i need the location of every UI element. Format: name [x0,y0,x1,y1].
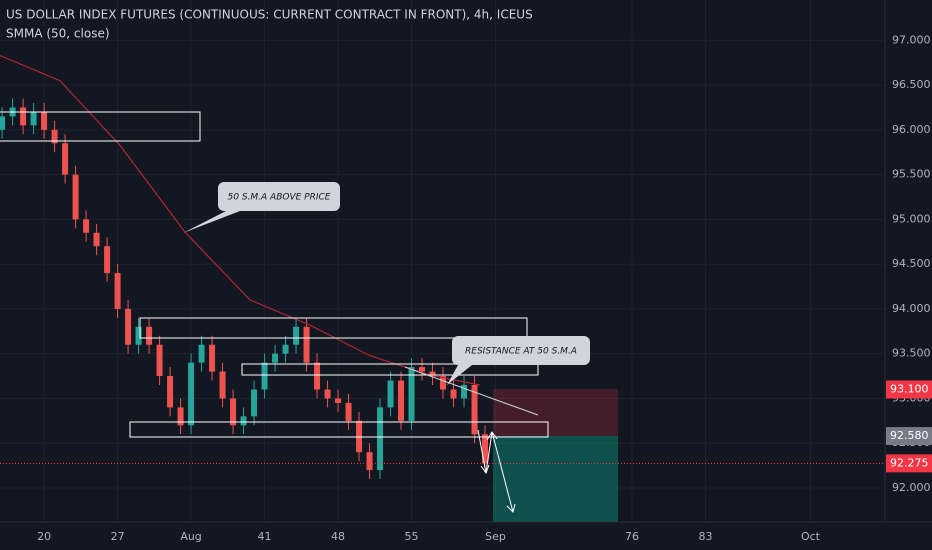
y-tick-label: 94.500 [892,257,931,270]
stop-zone [493,389,618,436]
candle-body [219,371,226,399]
candle-body [230,398,237,426]
callout-pointer [447,365,472,385]
candle-body [146,326,153,345]
candle-body [41,111,48,130]
candle-body [324,389,331,399]
candle-body [198,344,205,363]
x-tick-label: 20 [37,530,51,543]
axes: 92.00092.50093.00093.50094.00094.50095.0… [37,33,932,543]
callout-text: 50 S.M.A ABOVE PRICE [228,193,331,203]
x-tick-label: 27 [111,530,125,543]
zone-box [241,363,539,376]
candle-body [209,344,216,372]
x-tick-label: Sep [485,530,506,543]
zone-box [0,111,201,142]
zone-box [129,421,549,438]
candle-body [450,389,457,399]
y-tick-label: 96.000 [892,123,931,136]
y-tick-label: 96.500 [892,78,931,91]
x-tick-label: 83 [698,530,712,543]
price-label-bg [886,454,932,473]
candle-body [335,398,342,403]
candle-body [377,407,384,471]
price-label: 93.100 [890,382,929,395]
price-label: 92.275 [890,456,929,469]
candle-body [135,326,142,345]
x-tick-label: 76 [625,530,639,543]
candle-body [93,232,100,247]
drawings [0,111,549,513]
arrow-head [480,464,490,475]
candle-body [461,385,468,399]
x-tick-label: Aug [180,530,201,543]
candle-body [408,367,415,421]
y-tick-label: 97.000 [892,33,931,46]
candle-body [125,308,132,345]
y-tick-label: 94.000 [892,302,931,315]
candle-body [482,434,489,464]
candle-body [83,219,90,233]
grid [0,0,885,522]
price-label-bg [886,380,932,399]
callout [452,336,590,365]
candle-body [314,362,321,390]
candle-body [0,116,6,130]
price-label-bg [886,427,932,446]
candle-body [293,326,300,345]
candle-body [72,174,79,220]
y-tick-label: 95.500 [892,168,931,181]
candle-body [440,376,447,390]
candle-body [251,389,258,417]
candle-body [156,344,163,377]
x-tick-label: Oct [801,530,821,543]
candle-body [167,376,174,408]
arrow-path [477,429,514,513]
candle-body [240,416,247,426]
y-tick-label: 93.500 [892,347,931,360]
trend-line [404,366,539,416]
arrow-head [506,503,516,513]
candle-body [62,143,69,175]
candle-body [188,362,195,426]
candle-body [345,402,352,421]
candle-body [398,380,405,421]
callout-text: RESISTANCE AT 50 S.M.A [465,347,577,357]
candle-body [356,420,363,453]
candle-body [20,107,27,126]
candle-body [366,452,373,471]
callout [218,182,340,211]
candle-body [114,273,121,309]
candle-body [51,129,58,144]
candle-body [282,344,289,354]
candle-body [471,385,478,435]
chart-title: US DOLLAR INDEX FUTURES (CONTINUOUS: CUR… [6,8,533,22]
x-tick-label: 41 [258,530,272,543]
y-tick-label: 92.000 [892,481,931,494]
indicator-label: SMMA (50, close) [6,27,110,41]
y-tick-label: 95.000 [892,212,931,225]
candle-body [177,407,184,426]
zone-box [139,317,528,339]
candle-body [303,326,310,363]
candle-body [387,380,394,408]
candle-body [30,111,37,126]
candle-body [429,371,436,377]
candle-body [261,362,268,390]
price-label: 92.580 [890,429,929,442]
x-tick-label: 48 [331,530,345,543]
candle-body [272,353,279,363]
candle-body [419,367,426,372]
callout-pointer [183,211,240,233]
arrow-head [486,431,498,441]
candle-body [104,246,111,274]
x-tick-label: 55 [405,530,419,543]
